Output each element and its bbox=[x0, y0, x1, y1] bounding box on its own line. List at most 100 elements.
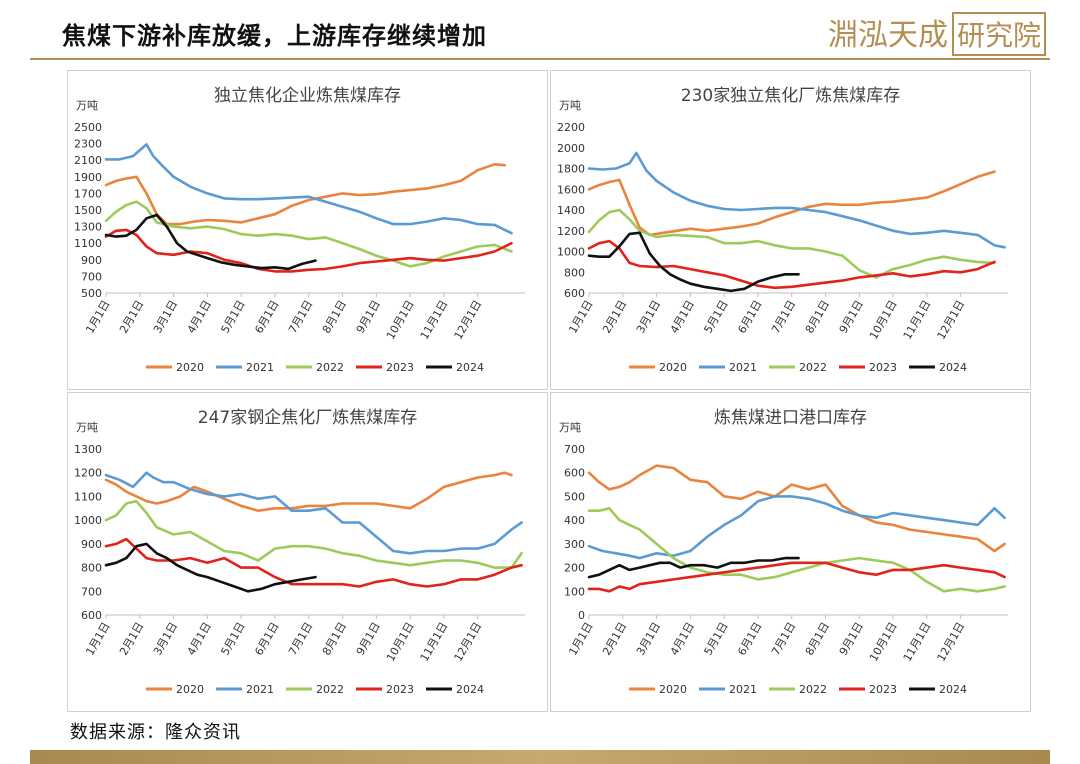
y-tick-label: 600 bbox=[81, 609, 102, 622]
y-axis-unit: 万吨 bbox=[559, 421, 581, 434]
series-line-2021 bbox=[104, 143, 513, 235]
x-tick-label: 2月1日 bbox=[117, 620, 146, 658]
y-tick-label: 500 bbox=[81, 287, 102, 300]
chart-title: 247家钢企焦化厂炼焦煤库存 bbox=[198, 408, 417, 428]
x-tick-label: 10月1日 bbox=[867, 298, 900, 342]
legend-label-2024: 2024 bbox=[456, 361, 484, 374]
series-line-2020 bbox=[104, 163, 507, 226]
y-tick-label: 600 bbox=[564, 287, 585, 300]
y-tick-label: 1800 bbox=[557, 163, 585, 176]
y-tick-label: 2300 bbox=[74, 138, 102, 151]
x-tick-label: 6月1日 bbox=[735, 298, 764, 336]
x-tick-label: 12月1日 bbox=[935, 298, 968, 342]
series-line-2023 bbox=[104, 228, 513, 273]
legend-label-2022: 2022 bbox=[799, 683, 827, 696]
y-tick-label: 1100 bbox=[74, 490, 102, 503]
x-tick-label: 12月1日 bbox=[452, 298, 485, 342]
x-tick-label: 7月1日 bbox=[286, 298, 315, 336]
y-axis-unit: 万吨 bbox=[76, 421, 98, 434]
x-tick-label: 12月1日 bbox=[935, 620, 968, 664]
legend-label-2021: 2021 bbox=[729, 683, 757, 696]
x-tick-label: 10月1日 bbox=[867, 620, 900, 664]
series-line-2021 bbox=[587, 151, 1006, 249]
x-tick-label: 11月1日 bbox=[901, 620, 934, 664]
legend-label-2024: 2024 bbox=[456, 683, 484, 696]
y-tick-label: 800 bbox=[564, 266, 585, 279]
series-line-2021 bbox=[587, 495, 1006, 560]
series-line-2024 bbox=[104, 213, 317, 271]
x-tick-label: 10月1日 bbox=[384, 298, 417, 342]
page-title: 焦煤下游补库放缓，上游库存继续增加 bbox=[62, 21, 487, 50]
legend-label-2023: 2023 bbox=[869, 683, 897, 696]
y-tick-label: 300 bbox=[564, 538, 585, 551]
y-tick-label: 1500 bbox=[74, 204, 102, 217]
series-line-2024 bbox=[104, 542, 317, 593]
x-tick-label: 5月1日 bbox=[702, 620, 731, 658]
y-tick-label: 2500 bbox=[74, 121, 102, 134]
y-tick-label: 1300 bbox=[74, 221, 102, 234]
legend-label-2020: 2020 bbox=[176, 683, 204, 696]
legend-label-2023: 2023 bbox=[386, 683, 414, 696]
x-tick-label: 8月1日 bbox=[320, 620, 349, 658]
legend-label-2024: 2024 bbox=[939, 361, 967, 374]
y-tick-label: 2100 bbox=[74, 154, 102, 167]
data-source: 数据来源：隆众资讯 bbox=[70, 722, 241, 743]
y-tick-label: 1300 bbox=[74, 443, 102, 456]
x-tick-label: 11月1日 bbox=[901, 298, 934, 342]
x-tick-label: 7月1日 bbox=[286, 620, 315, 658]
y-tick-label: 1900 bbox=[74, 171, 102, 184]
y-tick-label: 600 bbox=[564, 467, 585, 480]
legend-label-2021: 2021 bbox=[246, 361, 274, 374]
x-tick-label: 9月1日 bbox=[354, 620, 383, 658]
y-tick-label: 700 bbox=[81, 585, 102, 598]
y-tick-label: 400 bbox=[564, 514, 585, 527]
x-tick-label: 2月1日 bbox=[600, 298, 629, 336]
x-tick-label: 9月1日 bbox=[837, 298, 866, 336]
x-tick-label: 3月1日 bbox=[634, 620, 663, 658]
x-tick-label: 4月1日 bbox=[668, 298, 697, 336]
y-tick-label: 900 bbox=[81, 254, 102, 267]
legend-label-2022: 2022 bbox=[316, 361, 344, 374]
series-line-2023 bbox=[587, 561, 1006, 593]
x-tick-label: 5月1日 bbox=[219, 620, 248, 658]
y-tick-label: 900 bbox=[81, 538, 102, 551]
chart-title: 炼焦煤进口港口库存 bbox=[714, 408, 867, 428]
chart-panel-port-import: 炼焦煤进口港口库存 万吨 0 100 200 300 400 500 600 700 1月1日 2月1… bbox=[550, 392, 1031, 712]
legend-label-2023: 2023 bbox=[386, 361, 414, 374]
series-line-2022 bbox=[587, 507, 1006, 593]
x-tick-label: 4月1日 bbox=[185, 298, 214, 336]
chart-panel-230-coking: 230家独立焦化厂炼焦煤库存 万吨 600 800 1000 1200 1400 1600 18… bbox=[550, 70, 1031, 390]
x-tick-label: 6月1日 bbox=[252, 620, 281, 658]
x-tick-label: 8月1日 bbox=[803, 298, 832, 336]
brand-logo: 淵泓天成 研究院 bbox=[828, 10, 1047, 56]
x-tick-label: 11月1日 bbox=[418, 298, 451, 342]
x-tick-label: 1月1日 bbox=[566, 620, 595, 658]
x-tick-label: 4月1日 bbox=[668, 620, 697, 658]
x-tick-label: 7月1日 bbox=[769, 620, 798, 658]
y-tick-label: 1000 bbox=[74, 514, 102, 527]
x-tick-label: 9月1日 bbox=[354, 298, 383, 336]
legend-label-2022: 2022 bbox=[316, 683, 344, 696]
y-tick-label: 800 bbox=[81, 562, 102, 575]
y-tick-label: 1200 bbox=[557, 225, 585, 238]
legend-label-2023: 2023 bbox=[869, 361, 897, 374]
series-line-2024 bbox=[587, 231, 800, 293]
x-tick-label: 11月1日 bbox=[418, 620, 451, 664]
y-axis-unit: 万吨 bbox=[559, 99, 581, 112]
x-tick-label: 8月1日 bbox=[320, 298, 349, 336]
y-tick-label: 1000 bbox=[557, 246, 585, 259]
x-tick-label: 7月1日 bbox=[769, 298, 798, 336]
footer-bar bbox=[30, 750, 1050, 764]
x-tick-label: 6月1日 bbox=[735, 620, 764, 658]
x-tick-label: 1月1日 bbox=[83, 620, 112, 658]
x-tick-label: 12月1日 bbox=[452, 620, 485, 664]
y-tick-label: 500 bbox=[564, 490, 585, 503]
legend-label-2022: 2022 bbox=[799, 361, 827, 374]
y-tick-label: 1700 bbox=[74, 187, 102, 200]
x-tick-label: 4月1日 bbox=[185, 620, 214, 658]
chart-title: 230家独立焦化厂炼焦煤库存 bbox=[681, 86, 900, 106]
